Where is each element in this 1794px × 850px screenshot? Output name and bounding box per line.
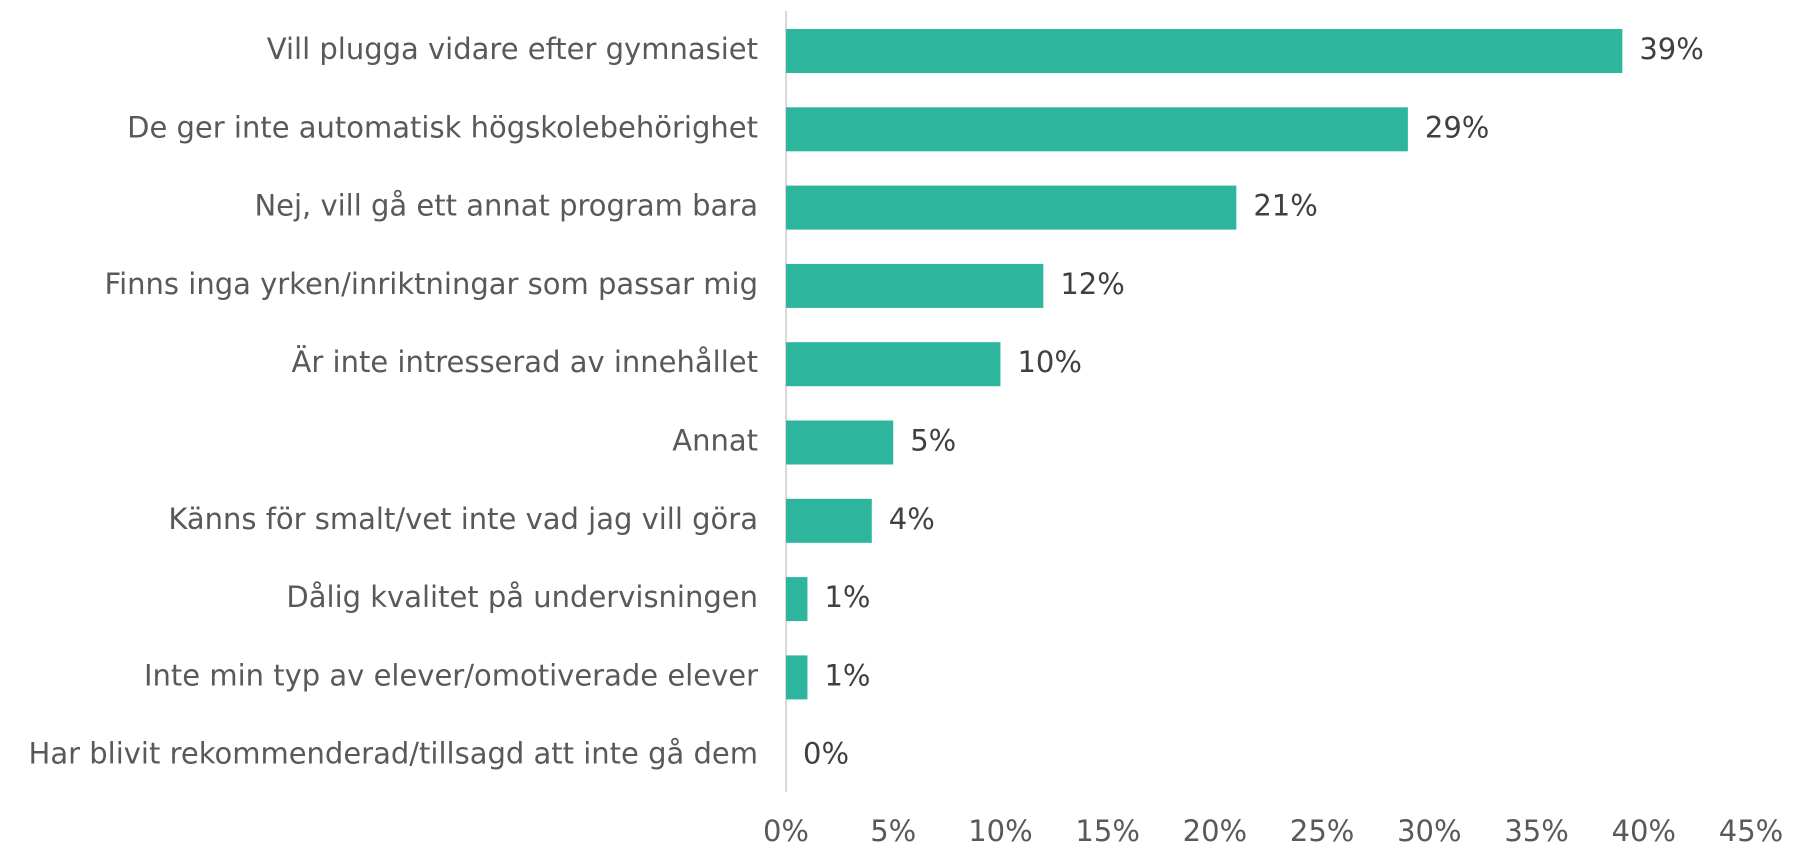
bar xyxy=(786,577,808,622)
data-label: 4% xyxy=(889,502,935,536)
x-tick-label: 40% xyxy=(1612,814,1676,848)
y-tick-label: Känns för smalt/vet inte vad jag vill gö… xyxy=(168,502,758,536)
y-tick-label: Har blivit rekommenderad/tillsagd att in… xyxy=(29,737,758,771)
data-label: 10% xyxy=(1017,345,1081,379)
y-tick-label: De ger inte automatisk högskolebehörighe… xyxy=(127,110,758,144)
x-tick-label: 0% xyxy=(763,814,809,848)
bar xyxy=(786,420,894,465)
data-label: 39% xyxy=(1639,32,1703,66)
data-label: 12% xyxy=(1060,267,1124,301)
y-tick-label: Annat xyxy=(672,424,758,458)
bar xyxy=(786,498,872,543)
bar xyxy=(786,29,1623,73)
x-tick-label: 35% xyxy=(1504,814,1568,848)
x-tick-label: 30% xyxy=(1397,814,1461,848)
x-tick-label: 15% xyxy=(1075,814,1139,848)
data-label: 29% xyxy=(1425,110,1489,144)
x-tick-label: 20% xyxy=(1183,814,1247,848)
bar xyxy=(786,263,1044,308)
data-label: 1% xyxy=(824,580,870,614)
x-tick-label: 45% xyxy=(1719,814,1783,848)
bar xyxy=(786,342,1001,387)
x-tick-label: 10% xyxy=(968,814,1032,848)
bar xyxy=(786,185,1237,230)
bar xyxy=(786,107,1408,152)
data-label: 21% xyxy=(1253,189,1317,223)
x-tick-label: 25% xyxy=(1290,814,1354,848)
y-tick-label: Inte min typ av elever/omotiverade eleve… xyxy=(144,658,758,692)
y-tick-label: Vill plugga vidare efter gymnasiet xyxy=(267,32,758,66)
data-label: 5% xyxy=(910,424,956,458)
y-tick-label: Är inte intresserad av innehållet xyxy=(292,345,758,379)
x-tick-label: 5% xyxy=(870,814,916,848)
data-label: 1% xyxy=(824,658,870,692)
y-tick-label: Dålig kvalitet på undervisningen xyxy=(286,580,758,614)
y-tick-label: Finns inga yrken/inriktningar som passar… xyxy=(105,267,758,301)
data-label: 0% xyxy=(803,737,849,771)
y-tick-label: Nej, vill gå ett annat program bara xyxy=(254,189,758,223)
bar xyxy=(786,655,808,700)
